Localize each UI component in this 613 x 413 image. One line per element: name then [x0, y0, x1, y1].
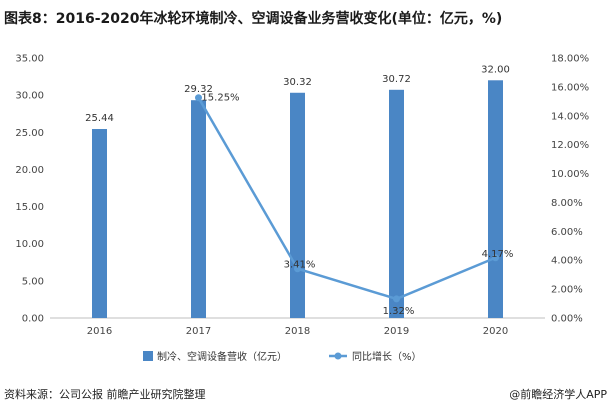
- line-point: [492, 254, 499, 262]
- y-right-tick-label: 8.00%: [551, 198, 583, 209]
- y-left-tick-label: 30.00: [15, 91, 44, 102]
- y-right-tick-label: 12.00%: [551, 140, 589, 151]
- line-point: [294, 265, 301, 273]
- brand-label: @前瞻经济学人APP: [509, 388, 607, 401]
- y-right-tick-label: 16.00%: [551, 82, 589, 93]
- x-tick-label: 2018: [285, 326, 310, 337]
- bar-value-label: 30.32: [283, 77, 312, 88]
- bar-value-label: 25.44: [85, 113, 114, 124]
- y-right-tick-label: 10.00%: [551, 169, 589, 180]
- y-right-tick-label: 4.00%: [551, 256, 583, 267]
- y-right-tick-label: 2.00%: [551, 285, 583, 296]
- line-series: 15.25% 3.41% 1.32% 4.17%: [195, 93, 513, 317]
- y-left-tick-label: 10.00: [15, 239, 44, 250]
- line-point: [393, 295, 400, 303]
- bar: [290, 92, 305, 318]
- legend-line-label: 同比增长（%）: [352, 350, 422, 363]
- x-tick-label: 2019: [384, 326, 409, 337]
- line-value-label: 3.41%: [284, 260, 316, 271]
- x-axis: 2016 2017 2018 2019 2020: [50, 317, 545, 337]
- x-tick-label: 2016: [87, 326, 112, 337]
- bar-value-label: 30.72: [382, 74, 411, 85]
- line-value-label: 4.17%: [482, 249, 514, 260]
- legend-bar-label: 制冷、空调设备营收（亿元）: [157, 350, 287, 363]
- x-tick-label: 2017: [186, 326, 211, 337]
- bar: [191, 100, 206, 319]
- legend-line-marker: [334, 352, 342, 360]
- bar: [488, 80, 503, 319]
- bar: [92, 129, 107, 318]
- y-right-tick-label: 6.00%: [551, 227, 583, 238]
- y-right-tick-label: 14.00%: [551, 111, 589, 122]
- chart-title: 图表8：2016-2020年冰轮环境制冷、空调设备业务营收变化(单位：亿元，%): [4, 11, 503, 27]
- y-right-tick-label: 18.00%: [551, 54, 589, 65]
- y-left-tick-label: 20.00: [15, 165, 44, 176]
- bar-value-label: 29.32: [184, 84, 213, 95]
- y-axis-left: 0.00 5.00 10.00 15.00 20.00 25.00 30.00 35.00: [15, 54, 44, 325]
- y-left-tick-label: 5.00: [22, 276, 44, 287]
- bar-series: 25.44 29.32 30.32 30.72 32.00: [85, 64, 510, 319]
- line-value-label: 1.32%: [383, 306, 415, 317]
- line-point: [195, 94, 202, 102]
- source-note: 资料来源：公司公报 前瞻产业研究院整理: [4, 388, 206, 401]
- bar-value-label: 32.00: [481, 64, 510, 75]
- bar: [389, 89, 404, 319]
- y-axis-right: 0.00% 2.00% 4.00% 6.00% 8.00% 10.00% 12.00% 14.…: [551, 54, 589, 325]
- legend: 制冷、空调设备营收（亿元） 同比增长（%）: [143, 350, 422, 363]
- legend-bar-swatch: [143, 351, 153, 361]
- y-left-tick-label: 35.00: [15, 54, 44, 65]
- y-left-tick-label: 15.00: [15, 202, 44, 213]
- line-value-label: 15.25%: [201, 93, 239, 104]
- y-left-tick-label: 25.00: [15, 128, 44, 139]
- y-left-tick-label: 0.00: [22, 314, 44, 325]
- x-tick-label: 2020: [483, 326, 508, 337]
- y-right-tick-label: 0.00%: [551, 314, 583, 325]
- growth-line: [197, 97, 496, 301]
